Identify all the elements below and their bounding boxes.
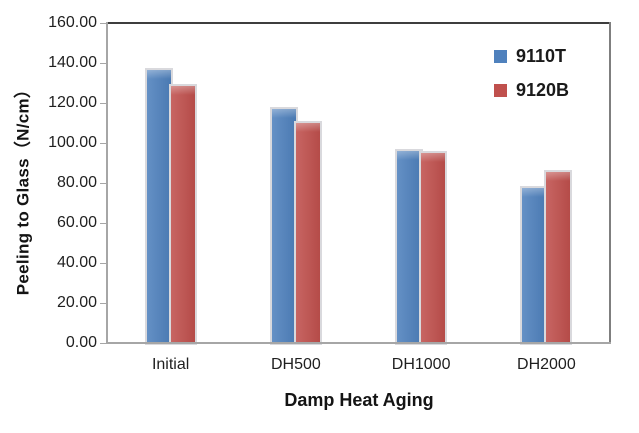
legend-swatch-9110t (494, 49, 507, 63)
y-tick-label: 60.00 (56, 214, 97, 231)
bar-9120b-dh1000 (421, 153, 445, 343)
y-tick-label: 120.00 (48, 94, 97, 111)
plot-border-right (609, 22, 611, 344)
legend-label-9110t: 9110T (516, 45, 567, 66)
y-tick-label: 40.00 (56, 254, 97, 271)
bar-9120b-initial (171, 86, 195, 343)
y-tick-label: 140.00 (48, 54, 97, 71)
bar-9110t-initial (147, 70, 171, 343)
y-tick-mark (100, 63, 107, 64)
legend: 9110T 9120B (494, 39, 569, 107)
legend-item-9120b: 9120B (494, 73, 569, 107)
x-category-label: Initial (151, 356, 190, 373)
y-tick-mark (100, 303, 107, 304)
bar-9120b-dh500 (296, 123, 320, 343)
y-tick-label: 160.00 (48, 14, 97, 31)
y-tick-mark (100, 183, 107, 184)
plot-border-top (106, 22, 611, 24)
y-tick-mark (100, 143, 107, 144)
y-tick-mark (100, 223, 107, 224)
y-tick-mark (100, 263, 107, 264)
y-tick-mark (100, 343, 107, 344)
y-tick-label: 0.00 (65, 334, 97, 351)
legend-item-9110t: 9110T (494, 39, 569, 73)
y-tick-label: 80.00 (56, 174, 97, 191)
bar-9120b-dh2000 (546, 172, 570, 343)
x-axis-title: Damp Heat Aging (284, 390, 434, 410)
x-category-label: DH1000 (391, 356, 451, 373)
legend-label-9120b: 9120B (516, 79, 570, 100)
x-category-label: DH2000 (517, 356, 576, 373)
y-tick-mark (100, 103, 107, 104)
y-tick-label: 100.00 (48, 134, 97, 151)
y-tick-label: 20.00 (56, 294, 97, 311)
plot-area (108, 23, 609, 343)
y-axis-line (106, 22, 108, 344)
y-tick-mark (100, 23, 107, 24)
x-axis-line (106, 342, 611, 344)
bar-9110t-dh2000 (522, 188, 546, 343)
x-category-label: DH500 (270, 356, 321, 373)
bar-9110t-dh1000 (397, 151, 421, 343)
legend-swatch-9120b (494, 83, 507, 97)
bar-9110t-dh500 (272, 109, 296, 343)
